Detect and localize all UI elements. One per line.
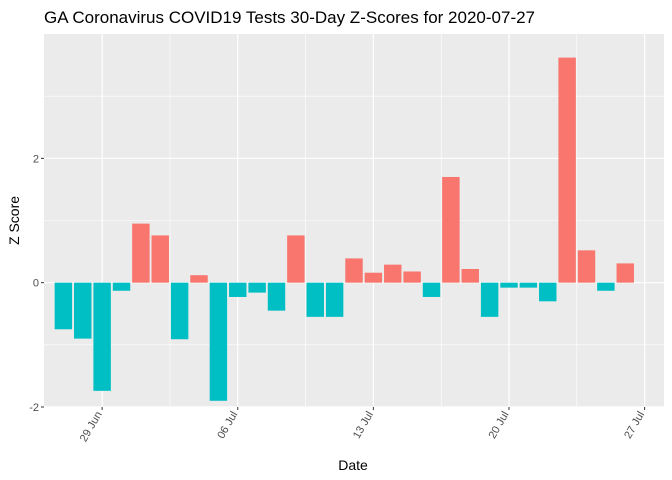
- bar: [229, 282, 247, 297]
- bar: [403, 271, 421, 283]
- bar: [190, 275, 208, 283]
- x-tick-label: 29 Jun: [78, 410, 105, 445]
- x-tick-label: 20 Jul: [487, 410, 512, 441]
- bar: [422, 282, 441, 297]
- bar: [132, 223, 150, 283]
- x-tick-label: 06 Jul: [215, 410, 240, 441]
- bar: [287, 235, 305, 283]
- x-tick-label: 27 Jul: [622, 410, 647, 441]
- bar: [93, 282, 111, 391]
- bar: [248, 282, 266, 293]
- x-axis: 29 Jun 06 Jul 13 Jul 20 Jul 27 Jul: [78, 407, 647, 444]
- chart-title: GA Coronavirus COVID19 Tests 30-Day Z-Sc…: [44, 8, 535, 27]
- y-tick-label: -2: [29, 402, 39, 414]
- bar: [500, 282, 518, 288]
- bar: [519, 282, 538, 288]
- bar: [597, 282, 615, 291]
- bar: [306, 282, 324, 317]
- bar: [461, 268, 479, 283]
- bar: [325, 282, 344, 317]
- y-tick-label: 0: [33, 278, 39, 290]
- bar: [209, 282, 228, 401]
- x-tick-label: 13 Jul: [351, 410, 376, 441]
- bar: [442, 176, 460, 283]
- bar: [384, 264, 402, 283]
- y-axis: -2 0 2: [29, 153, 44, 414]
- bars: [54, 57, 634, 401]
- bar: [170, 282, 189, 340]
- bar: [480, 282, 499, 317]
- bar: [539, 282, 557, 302]
- bar: [74, 282, 92, 339]
- bar: [577, 250, 596, 283]
- bar: [558, 57, 576, 283]
- bar: [364, 272, 383, 283]
- x-axis-label: Date: [338, 457, 368, 473]
- bar: [151, 235, 169, 283]
- y-axis-label: Z Score: [6, 196, 22, 245]
- y-tick-label: 2: [33, 153, 39, 165]
- bar: [54, 282, 73, 330]
- bar: [345, 258, 363, 283]
- bar: [112, 282, 131, 291]
- bar: [616, 263, 634, 283]
- bar: [267, 282, 286, 311]
- grid-lines: [44, 34, 664, 408]
